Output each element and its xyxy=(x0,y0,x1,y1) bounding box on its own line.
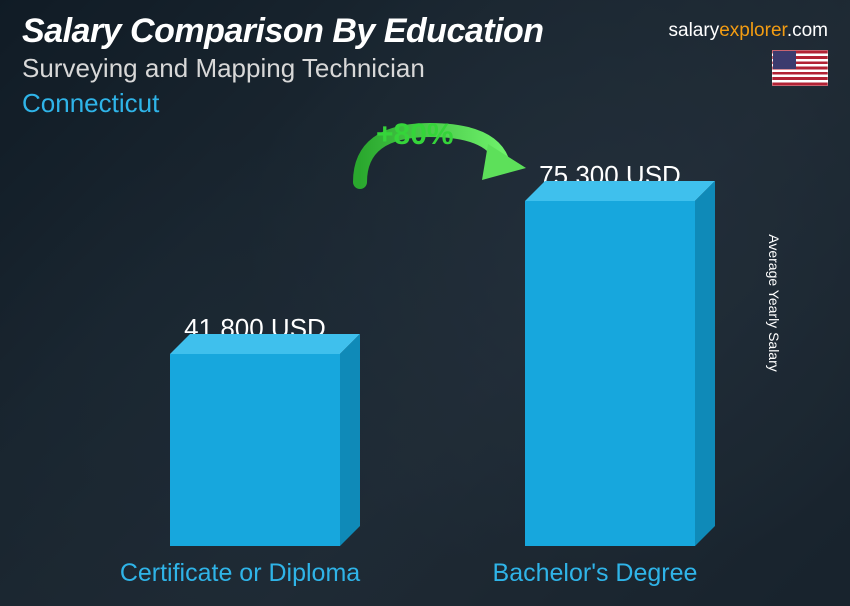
bar-top xyxy=(525,181,715,201)
bar-side xyxy=(340,334,360,546)
brand-mid: explorer xyxy=(719,20,787,41)
brand-suffix: .com xyxy=(787,20,828,41)
chart-area: +80% 41,800 USD Certificate or Diploma 7… xyxy=(0,136,850,606)
bar-3d xyxy=(170,354,340,546)
brand-block: salaryexplorer.com xyxy=(669,20,828,91)
bar-label: Certificate or Diploma xyxy=(100,559,380,588)
bar-group-certificate: 41,800 USD xyxy=(155,313,355,546)
bar-front xyxy=(170,354,340,546)
bar-label: Bachelor's Degree xyxy=(455,559,735,588)
bar-group-bachelor: 75,300 USD xyxy=(510,160,710,546)
y-axis-label: Average Yearly Salary xyxy=(765,234,781,372)
increase-percent: +80% xyxy=(376,118,454,152)
brand-prefix: salary xyxy=(669,20,720,41)
us-flag-icon xyxy=(772,50,828,86)
location-label: Connecticut xyxy=(22,88,828,119)
bar-front xyxy=(525,201,695,546)
brand-text: salaryexplorer.com xyxy=(669,20,828,41)
bar-side xyxy=(695,181,715,546)
bar-top xyxy=(170,334,360,354)
bar-3d xyxy=(525,201,695,546)
